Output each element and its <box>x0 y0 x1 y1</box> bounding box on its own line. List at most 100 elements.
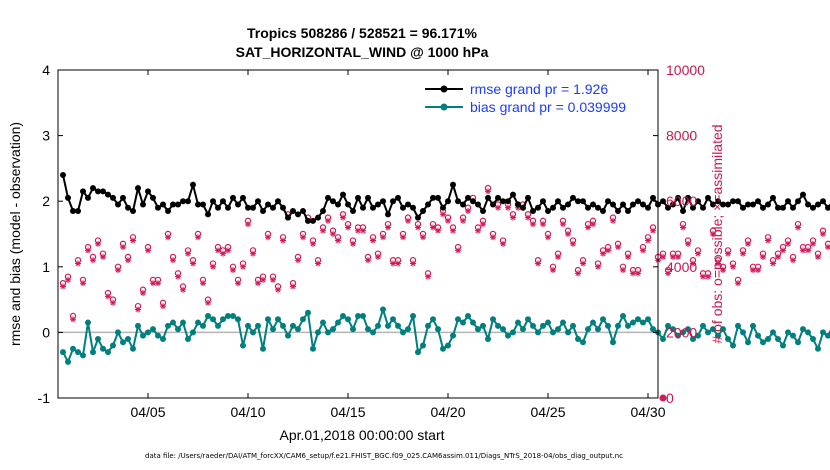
rmse-point <box>105 191 111 198</box>
rmse-point <box>720 201 726 208</box>
bias-point <box>500 326 506 333</box>
assimilated-obs-point <box>465 208 471 215</box>
rmse-point <box>440 204 446 211</box>
rmse-point <box>230 194 236 201</box>
bias-point <box>670 326 676 333</box>
bias-point <box>735 322 741 329</box>
rmse-point <box>80 188 86 195</box>
rmse-point <box>815 201 821 208</box>
assimilated-obs-point <box>190 260 196 267</box>
bias-point <box>520 326 526 333</box>
bias-point <box>450 332 456 339</box>
rmse-point <box>390 198 396 205</box>
y-right-tick-label: 0 <box>666 390 674 406</box>
bias-point <box>285 332 291 339</box>
rmse-point <box>770 194 776 201</box>
assimilated-obs-point <box>775 253 781 260</box>
bias-point <box>545 319 551 326</box>
assimilated-obs-point <box>395 260 401 267</box>
bias-point <box>455 316 461 323</box>
assimilated-obs-point <box>720 267 726 274</box>
rmse-point <box>730 198 736 205</box>
rmse-point <box>245 204 251 211</box>
bias-point <box>250 329 256 336</box>
assimilated-obs-point <box>295 257 301 264</box>
assimilated-obs-point <box>450 227 456 234</box>
y-right-tick-label: 10000 <box>666 62 705 78</box>
rmse-point <box>345 201 351 208</box>
rmse-point <box>325 194 331 201</box>
bias-point <box>155 332 161 339</box>
bias-point <box>375 322 381 329</box>
assimilated-obs-point <box>570 240 576 247</box>
assimilated-obs-point <box>250 250 256 257</box>
assimilated-obs-point <box>210 263 216 270</box>
bias-point <box>340 313 346 319</box>
bias-point <box>75 349 81 356</box>
bias-point <box>160 335 166 342</box>
bias-point <box>530 322 536 329</box>
assimilated-obs-point <box>265 234 271 241</box>
assimilated-obs-point <box>430 224 436 231</box>
assimilated-obs-point <box>820 231 826 237</box>
bias-point <box>275 316 281 323</box>
assimilated-obs-point <box>315 260 321 267</box>
rmse-point <box>760 204 766 211</box>
rmse-point <box>650 194 656 201</box>
legend: rmse grand pr = 1.926 bias grand pr = 0.… <box>420 76 652 116</box>
bias-point <box>265 316 271 323</box>
rmse-point <box>75 208 81 215</box>
rmse-point <box>115 201 121 208</box>
bias-point <box>60 349 66 356</box>
bias-point <box>805 329 811 336</box>
bias-point <box>620 313 626 319</box>
bias-point <box>225 313 231 319</box>
rmse-point <box>135 185 141 192</box>
rmse-point <box>645 204 651 211</box>
assimilated-obs-point <box>115 267 121 274</box>
bias-point <box>100 345 106 352</box>
bias-point <box>590 319 596 326</box>
rmse-point <box>620 201 626 208</box>
bias-point <box>195 319 201 326</box>
assimilated-obs-point <box>455 247 461 254</box>
assimilated-obs-point <box>510 214 516 221</box>
rmse-point <box>225 204 231 211</box>
bias-point <box>820 329 826 336</box>
bias-point <box>215 322 221 329</box>
y-left-tick-label: 0 <box>42 324 50 340</box>
rmse-point <box>545 208 551 215</box>
assimilated-obs-point <box>710 231 716 237</box>
assimilated-obs-point <box>650 227 656 234</box>
rmse-point <box>410 204 416 211</box>
assimilated-obs-point <box>255 280 261 287</box>
bias-point <box>490 316 496 323</box>
rmse-point <box>745 201 751 208</box>
rmse-point <box>825 204 830 211</box>
bias-point <box>130 345 136 352</box>
assimilated-obs-point <box>65 276 71 283</box>
bias-point <box>485 335 491 342</box>
y-left-tick-label: -1 <box>38 390 51 406</box>
assimilated-obs-point <box>70 316 76 323</box>
bias-point <box>675 332 681 339</box>
assimilated-obs-point <box>280 237 286 244</box>
bias-point <box>80 352 86 359</box>
bias-point <box>365 326 371 333</box>
assimilated-obs-point <box>805 247 811 254</box>
bias-point <box>170 319 176 326</box>
bias-point <box>255 322 261 329</box>
rmse-point <box>475 201 481 208</box>
rmse-point <box>110 194 116 201</box>
assimilated-obs-point <box>630 270 636 277</box>
y-left-tick-label: 4 <box>42 62 50 78</box>
rmse-point <box>60 171 66 178</box>
assimilated-obs-point <box>725 250 731 257</box>
assimilated-obs-point <box>60 283 66 290</box>
bias-point <box>690 335 696 342</box>
y-left-tick-label: 1 <box>42 259 50 275</box>
bias-point <box>310 345 316 352</box>
assimilated-obs-point <box>610 217 616 224</box>
rmse-point <box>595 204 601 211</box>
bias-point <box>575 335 581 342</box>
